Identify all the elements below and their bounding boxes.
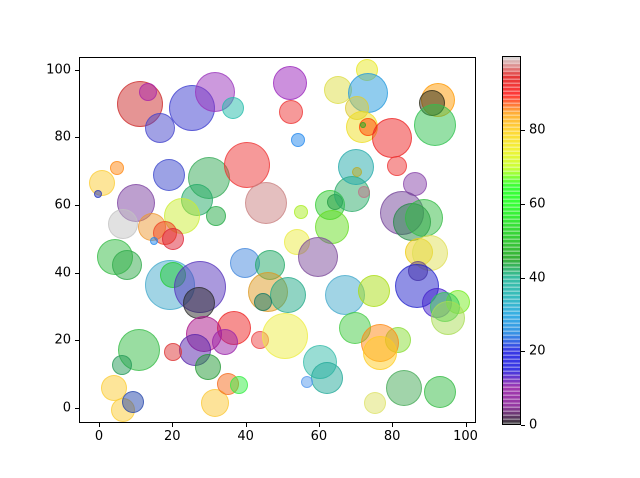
bubble-marker [298, 237, 339, 278]
x-tick-mark [99, 423, 100, 427]
y-tick-label: 40 [54, 265, 71, 281]
bubble-marker [405, 198, 444, 237]
colorbar-alpha-stripes [503, 57, 520, 424]
bubble-marker [423, 375, 456, 408]
bubble-marker [122, 390, 145, 413]
x-tick-label: 40 [237, 429, 254, 444]
bubble-marker [414, 103, 457, 146]
colorbar-tick-label: 60 [529, 196, 546, 212]
bubble-marker [139, 83, 158, 102]
y-tick-mark [75, 137, 79, 139]
bubble-marker [431, 301, 466, 336]
bubble-marker [144, 113, 175, 144]
colorbar-tick-mark [521, 351, 525, 353]
bubble-marker [386, 156, 407, 177]
colorbar-tick-label: 40 [529, 270, 546, 285]
bubble-marker [254, 293, 273, 312]
colorbar-tick-label: 80 [529, 122, 546, 138]
y-tick-mark [75, 340, 79, 342]
bubble-marker [195, 354, 222, 381]
bubble-marker [212, 328, 239, 355]
colorbar [502, 56, 521, 425]
bubble-marker [291, 133, 306, 148]
bubble-marker [278, 99, 303, 124]
bubble-marker [262, 312, 309, 359]
bubble-marker [360, 121, 367, 128]
bubble-marker [315, 210, 350, 244]
x-tick-mark [318, 423, 320, 427]
bubble-marker [93, 189, 102, 198]
y-tick-label: 20 [54, 332, 71, 348]
bubble-marker [108, 208, 139, 239]
y-tick-mark [75, 408, 79, 409]
bubble-marker [352, 166, 363, 177]
bubble-marker [222, 96, 245, 119]
y-tick-mark [75, 69, 79, 71]
bubble-marker [363, 391, 386, 414]
colorbar-tick-mark [521, 425, 525, 426]
x-tick-label: 100 [453, 429, 478, 444]
bubble-marker [149, 236, 158, 245]
bubble-marker [109, 161, 124, 176]
bubble-marker [162, 228, 185, 251]
bubble-marker [272, 66, 307, 101]
y-tick-label: 0 [62, 400, 71, 416]
y-tick-mark [75, 272, 79, 274]
x-tick-label: 60 [310, 429, 328, 444]
bubble-marker [174, 260, 227, 313]
x-tick-mark [172, 423, 174, 427]
x-tick-mark [245, 423, 247, 427]
bubble-marker [310, 361, 343, 394]
colorbar-tick-label: 20 [529, 343, 546, 359]
y-tick-label: 60 [54, 197, 71, 213]
x-tick-label: 80 [383, 429, 401, 444]
bubble-marker [224, 142, 271, 189]
bubble-marker [357, 274, 390, 307]
colorbar-gradient [503, 57, 520, 424]
plot-area [79, 57, 476, 423]
bubble-marker [205, 205, 226, 226]
bubble-marker [230, 375, 248, 394]
bubble-marker [385, 370, 422, 407]
y-tick-mark [75, 205, 79, 207]
bubble-marker [270, 277, 307, 313]
bubble-marker [293, 204, 308, 219]
bubble-marker [300, 375, 313, 388]
bubble-marker [357, 185, 370, 198]
bubble-marker [245, 182, 288, 225]
bubble-marker [363, 335, 398, 370]
colorbar-tick-mark [521, 130, 525, 131]
bubble-marker [112, 355, 133, 376]
bubble-marker [111, 249, 142, 280]
bubble-marker [89, 169, 116, 196]
colorbar-tick-mark [521, 277, 525, 279]
x-tick-label: 20 [164, 429, 181, 444]
bubble-marker [183, 287, 216, 320]
bubble-marker [164, 342, 183, 361]
y-tick-label: 100 [46, 62, 71, 78]
x-tick-mark [465, 423, 467, 427]
bubble-marker [153, 158, 186, 191]
y-tick-label: 80 [54, 129, 71, 145]
colorbar-tick-mark [521, 203, 525, 205]
x-tick-mark [392, 423, 394, 427]
x-tick-label: 0 [94, 429, 104, 444]
colorbar-tick-label: 0 [529, 417, 538, 433]
bubble-marker [372, 118, 413, 159]
